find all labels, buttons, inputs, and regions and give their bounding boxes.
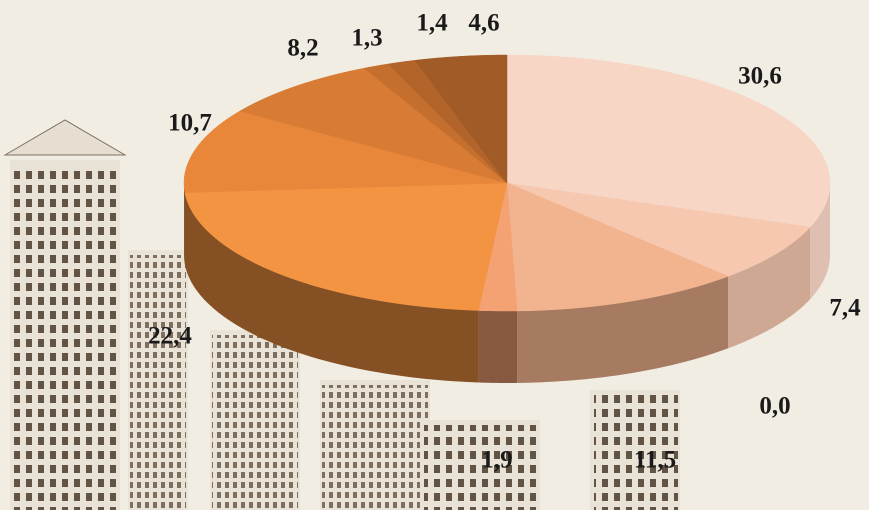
data-label: 1,4 bbox=[416, 10, 448, 37]
pie-slice-side bbox=[517, 276, 729, 383]
data-label: 7,4 bbox=[829, 295, 861, 322]
pie-slice-side bbox=[184, 183, 185, 265]
data-label: 30,6 bbox=[738, 63, 782, 90]
background-buildings bbox=[3, 119, 680, 510]
data-labels: 30,6 7,4 0,0 11,5 1,9 22,4 10,7 8,2 1,3 1,4 4,6 bbox=[148, 10, 861, 474]
pie-slice bbox=[183, 110, 508, 193]
pie-slice-side bbox=[728, 227, 811, 349]
pie-slice-side bbox=[478, 310, 518, 383]
data-label: 4,6 bbox=[468, 10, 499, 37]
data-label: 1,9 bbox=[481, 447, 512, 474]
pie-slice bbox=[506, 182, 811, 277]
data-label: 1,3 bbox=[351, 25, 382, 52]
pie-slice-side bbox=[810, 183, 830, 300]
pie bbox=[183, 54, 831, 383]
data-label: 11,5 bbox=[634, 447, 676, 474]
data-label: 22,4 bbox=[148, 323, 192, 350]
pie-slice bbox=[414, 54, 508, 184]
data-label: 0,0 bbox=[759, 393, 790, 420]
pie-slice bbox=[184, 182, 508, 311]
pie-slice bbox=[239, 67, 508, 184]
data-label: 8,2 bbox=[287, 35, 318, 62]
pie-slice bbox=[478, 182, 518, 312]
pie-slice bbox=[506, 54, 831, 228]
data-label: 10,7 bbox=[168, 110, 212, 137]
pie-slice bbox=[506, 182, 729, 312]
pie-slice-side bbox=[184, 192, 479, 383]
